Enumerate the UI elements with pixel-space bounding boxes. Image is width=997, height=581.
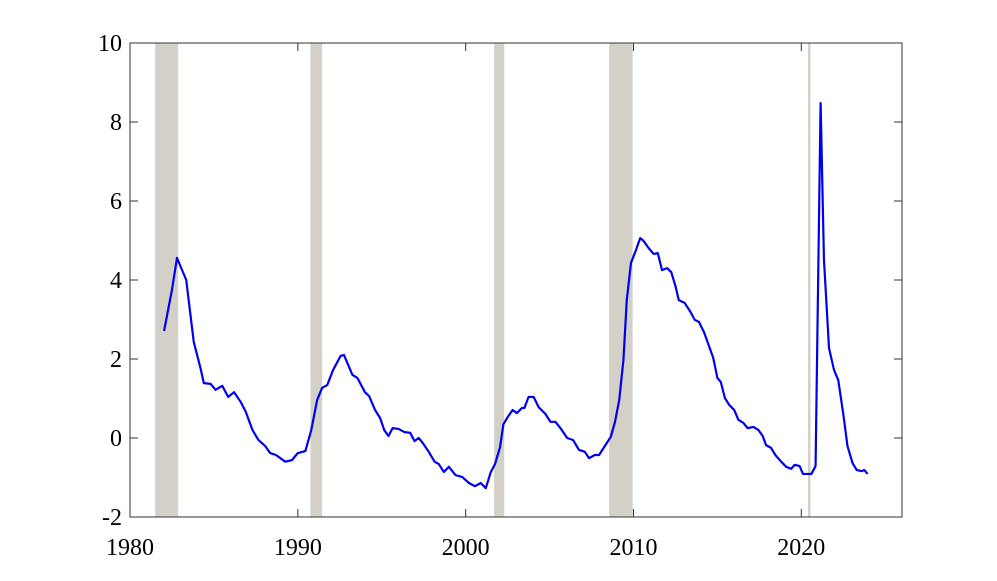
- x-tick-label: 2020: [777, 535, 825, 561]
- y-tick-label: 4: [110, 268, 122, 294]
- y-tick-label: 2: [110, 347, 122, 373]
- recession-band: [609, 43, 633, 517]
- recession-band: [808, 43, 811, 517]
- x-tick-label: 2010: [609, 535, 657, 561]
- recession-band: [310, 43, 323, 517]
- y-tick-label: 8: [110, 110, 122, 136]
- plot-frame: [129, 42, 903, 518]
- recession-band: [155, 43, 179, 517]
- data-line: [162, 101, 869, 490]
- x-tick-label: 1990: [274, 535, 322, 561]
- recession-band: [494, 43, 505, 517]
- y-tick-label: 10: [98, 31, 122, 57]
- y-tick-label: -2: [102, 505, 122, 531]
- y-tick-label: 6: [110, 189, 122, 215]
- y-tick-label: 0: [110, 426, 122, 452]
- x-tick-label: 2000: [442, 535, 490, 561]
- x-tick-label: 1980: [106, 535, 154, 561]
